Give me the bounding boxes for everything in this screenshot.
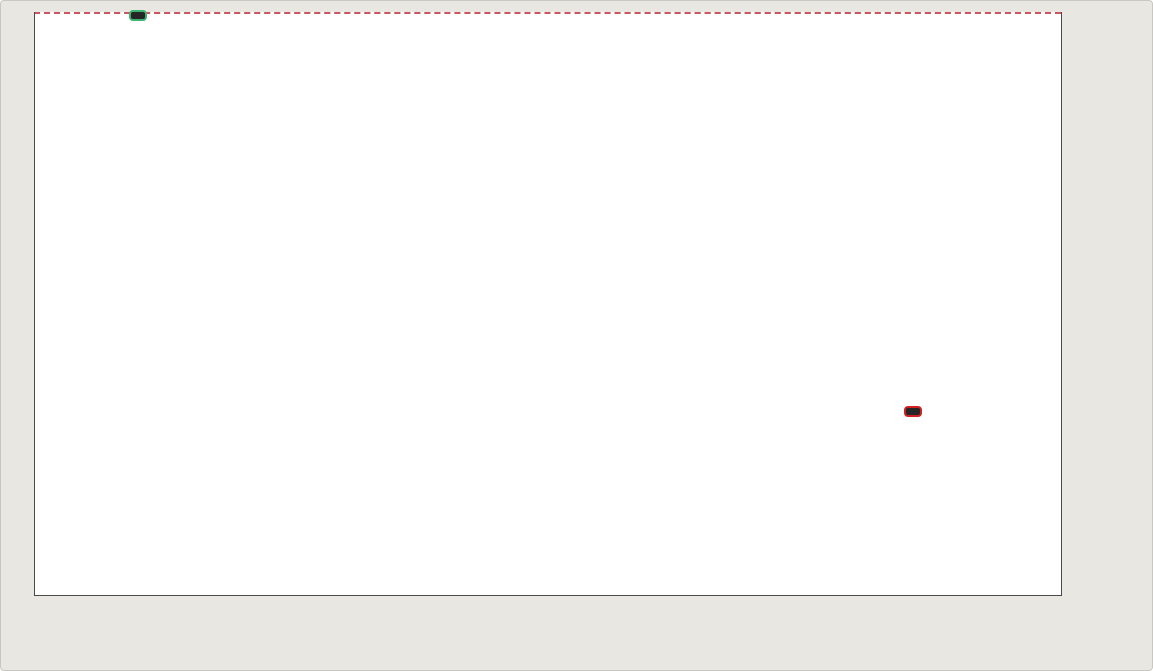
52-week-low-callout <box>904 406 922 417</box>
plot-right-border <box>1061 12 1062 596</box>
plot-bottom-border <box>34 595 1062 596</box>
plot-left-border <box>34 12 35 596</box>
52-week-low-line <box>34 12 1061 14</box>
52-week-high-callout <box>129 10 147 21</box>
chart-plot-area <box>34 12 1061 596</box>
annotation-arrows <box>34 12 1061 596</box>
